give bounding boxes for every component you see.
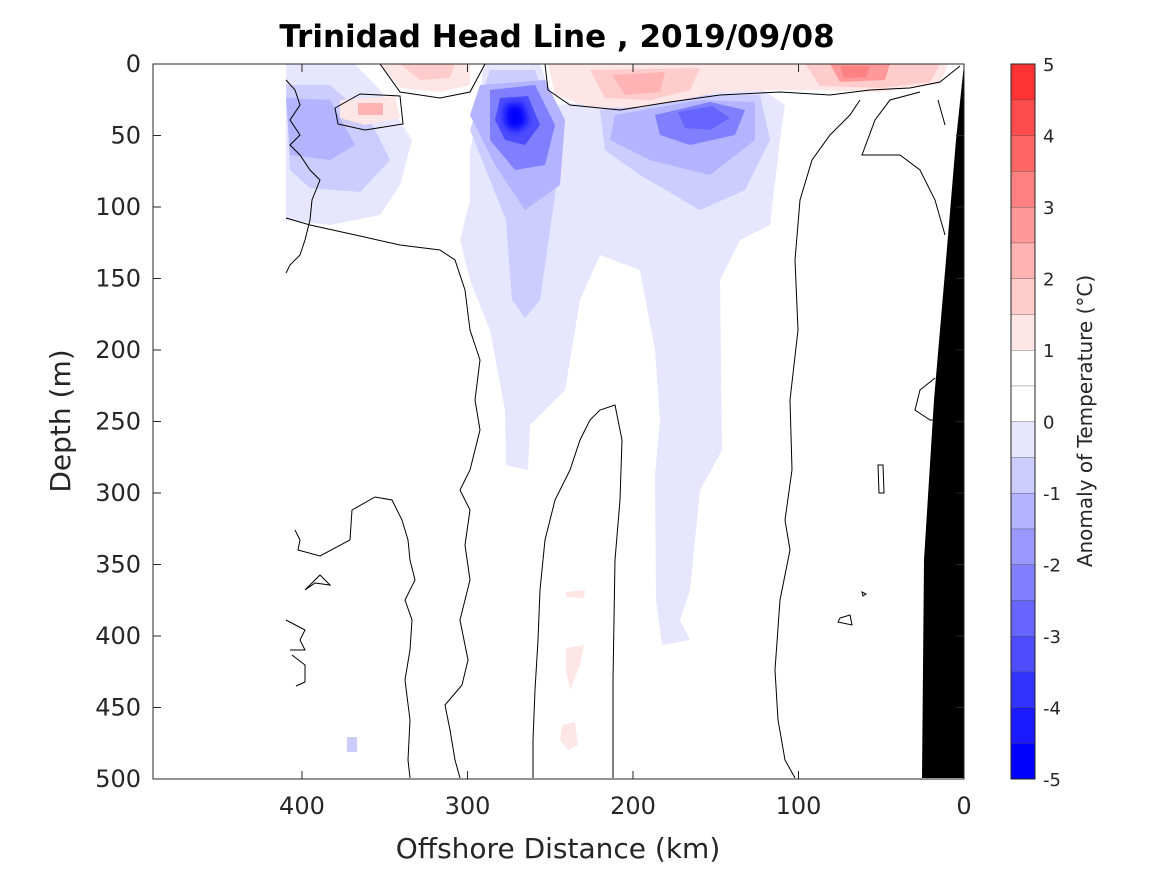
contour-offshore-west xyxy=(285,79,321,274)
contour-offshore-loop-2 xyxy=(285,619,306,651)
x-tick-label: 200 xyxy=(610,792,656,820)
contour-nearshore-3 xyxy=(914,377,938,421)
colorbar-tick-label: -1 xyxy=(1043,484,1061,505)
colorbar-label: Anomaly of Temperature (°C) xyxy=(1073,275,1097,567)
contour-offshore-lower xyxy=(294,496,416,779)
y-tick-label: 500 xyxy=(95,765,141,793)
colorbar-swatch xyxy=(1011,564,1035,601)
colorbar-swatch xyxy=(1011,671,1035,708)
y-tick-label: 200 xyxy=(95,336,141,364)
colorbar-swatch xyxy=(1011,278,1035,315)
contour-nearshore-2 xyxy=(861,91,946,236)
colorbar-tick-label: 4 xyxy=(1043,127,1054,148)
colorbar-swatch xyxy=(1011,135,1035,172)
contour-surface-west xyxy=(379,64,486,99)
x-tick-label: 0 xyxy=(956,792,971,820)
colorbar-swatch xyxy=(1011,421,1035,458)
y-axis-label: Depth (m) xyxy=(44,349,77,492)
warm-region-east-l3 xyxy=(612,72,665,95)
cold-region-core xyxy=(505,103,528,132)
colorbar-swatch xyxy=(1011,350,1035,386)
warm-region-deep-1 xyxy=(566,590,585,598)
zero-contour-lines xyxy=(285,64,961,779)
colorbar-tick-label: -2 xyxy=(1043,556,1061,577)
contour-mid-1 xyxy=(532,404,623,778)
colorbar-tick-label: -3 xyxy=(1043,627,1061,648)
bathymetry xyxy=(922,64,964,778)
anomaly-field xyxy=(285,64,964,779)
colorbar-frame xyxy=(1010,63,1036,780)
colorbar-swatch xyxy=(1011,64,1035,100)
contour-small-loop-1 xyxy=(877,464,885,494)
colorbar-tick-label: 1 xyxy=(1043,341,1054,362)
y-tick-label: 450 xyxy=(95,694,141,722)
colorbar-swatch xyxy=(1011,99,1035,136)
y-tick-label: 0 xyxy=(126,50,141,78)
colorbar-swatch xyxy=(1011,314,1035,350)
contour-nearshore-4 xyxy=(937,99,946,126)
contour-offshore-loop-1 xyxy=(304,574,332,591)
contour-small-loop-2 xyxy=(837,614,853,626)
cold-anomaly-regions xyxy=(286,64,785,752)
contour-nearshore-1 xyxy=(774,99,861,779)
y-axis: 0 50 100 150 200 250 300 350 400 450 500 xyxy=(95,50,964,793)
contour-offshore-subsurface xyxy=(285,217,481,779)
colorbar-tick-label: 5 xyxy=(1043,55,1054,76)
contour-small-loop-3 xyxy=(861,591,867,597)
x-tick-label: 400 xyxy=(279,792,325,820)
x-tick-label: 100 xyxy=(776,792,822,820)
colorbar-tick-label: -4 xyxy=(1043,699,1061,720)
y-tick-label: 250 xyxy=(95,408,141,436)
colorbar-swatch xyxy=(1011,707,1035,744)
y-tick-label: 350 xyxy=(95,551,141,579)
colorbar-swatch xyxy=(1011,528,1035,565)
warm-region-deep-2 xyxy=(566,645,584,690)
contour-surface-east xyxy=(544,64,961,111)
y-tick-label: 100 xyxy=(95,193,141,221)
y-tick-label: 400 xyxy=(95,622,141,650)
warm-anomaly-regions xyxy=(340,64,948,750)
y-tick-label: 150 xyxy=(95,265,141,293)
cold-region-small xyxy=(347,737,357,752)
y-tick-label: 300 xyxy=(95,479,141,507)
colorbar-swatch xyxy=(1011,636,1035,672)
warm-region-west-core xyxy=(400,64,455,80)
colorbar-swatch xyxy=(1011,457,1035,493)
warm-region-deep-3 xyxy=(560,722,578,750)
cold-region-l3-offshore xyxy=(286,98,355,160)
contour-offshore-loop-3 xyxy=(291,654,306,687)
colorbar-swatch xyxy=(1011,493,1035,529)
cold-region-l5-east xyxy=(678,106,730,130)
chart-title: Trinidad Head Line , 2019/09/08 xyxy=(279,19,834,55)
colorbar-tick-label: -5 xyxy=(1043,770,1061,791)
colorbar: 5 4 3 2 1 0 -1 -2 -3 -4 -5 xyxy=(1010,55,1061,791)
colorbar-tick-label: 2 xyxy=(1043,270,1054,291)
colorbar-swatch xyxy=(1011,385,1035,422)
x-tick-label: 300 xyxy=(445,792,491,820)
colorbar-tick-label: 3 xyxy=(1043,198,1054,219)
x-axis: 400 300 200 100 0 xyxy=(279,64,972,820)
colorbar-swatch xyxy=(1011,600,1035,636)
colorbar-swatch xyxy=(1011,242,1035,279)
contour-surface-small xyxy=(334,93,404,131)
colorbar-swatch xyxy=(1011,743,1035,779)
warm-region-east-core xyxy=(840,66,870,78)
x-axis-label: Offshore Distance (km) xyxy=(396,832,721,865)
warm-region-small-core xyxy=(358,103,383,115)
colorbar-tick-label: 0 xyxy=(1043,413,1054,434)
colorbar-swatch xyxy=(1011,171,1035,207)
colorbar-swatch xyxy=(1011,207,1035,243)
y-tick-label: 50 xyxy=(110,122,141,150)
